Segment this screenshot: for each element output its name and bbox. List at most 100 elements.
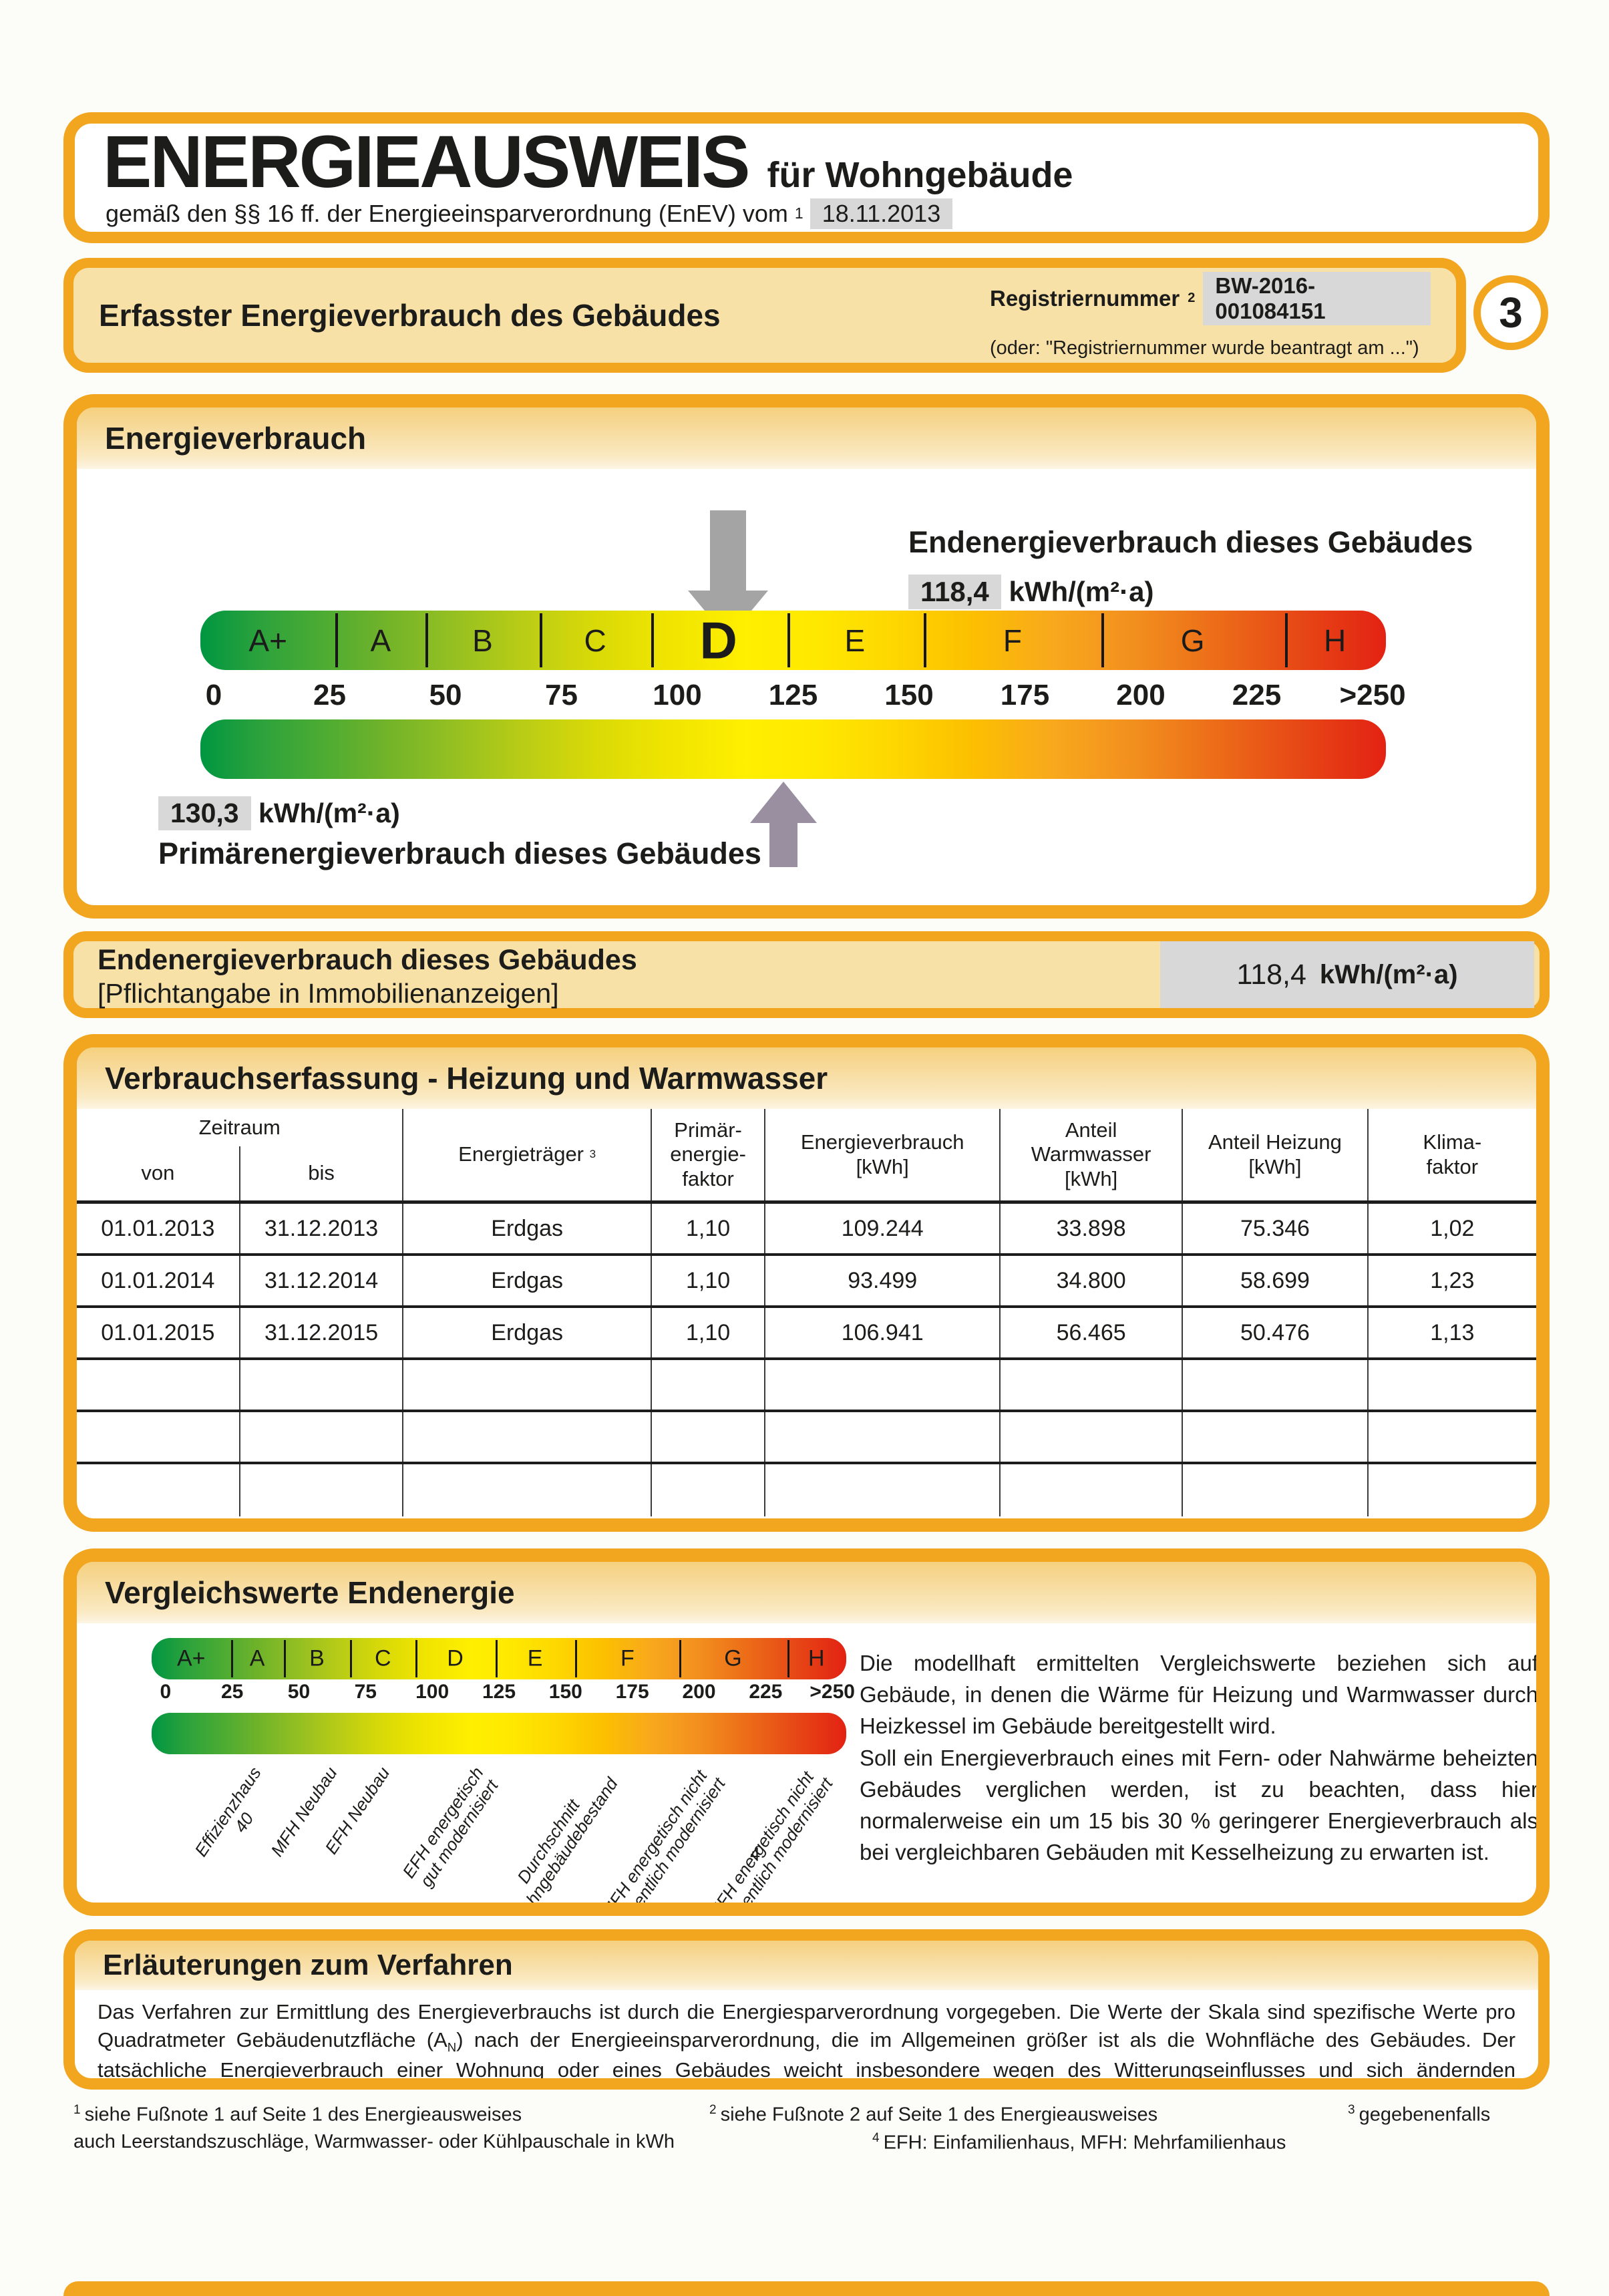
registration-row: Registriernummer 2 BW-2016-001084151	[990, 271, 1431, 325]
class-label-d: D	[447, 1645, 464, 1671]
axis-tick-label: 0	[160, 1681, 172, 1703]
footnotes: 1 siehe Fußnote 1 auf Seite 1 des Energie…	[73, 2103, 1551, 2164]
axis-tick-label: 50	[287, 1681, 311, 1703]
primary-energy-value: 130,3	[158, 796, 251, 830]
axis-tick-label: 225	[749, 1681, 783, 1703]
page-number: 3	[1499, 289, 1523, 337]
table-section-header: Verbrauchserfassung - Heizung und Warmwa…	[77, 1047, 1536, 1109]
scale-tick	[350, 1640, 353, 1677]
scale-tick	[1285, 613, 1288, 667]
law-footnote-ref: 1	[794, 204, 803, 222]
col-energietraeger-footnote-ref: 3	[589, 1148, 596, 1161]
comparison-paragraph-2: Soll ein Energieverbrauch eines mit Fern…	[860, 1745, 1538, 1865]
table-row-2014: 01.01.2014 31.12.2014 Erdgas 1,10 93.499…	[77, 1256, 1536, 1308]
recorded-consumption-title: Erfasster Energieverbrauch des Gebäudes	[99, 298, 721, 333]
class-label-b: B	[472, 623, 493, 658]
labels-footnote-ref: 4	[750, 1844, 761, 1864]
mandatory-value-panel: 118,4 kWh/(m²·a)	[1160, 941, 1534, 1008]
class-label-g: G	[1180, 623, 1205, 658]
class-label-c: C	[375, 1645, 391, 1671]
scale-tick	[230, 1640, 233, 1677]
cell-von: 01.01.2014	[77, 1256, 240, 1305]
axis-tick-label: 25	[313, 679, 346, 711]
axis-tick-label: 100	[653, 679, 702, 711]
ref-label-durchschnitt: Durchschnitt Wohngebäudebestand	[507, 1774, 622, 1916]
mandatory-label-block: Endenergieverbrauch dieses Gebäudes [Pfl…	[98, 944, 637, 1009]
mandatory-unit: kWh/(m²·a)	[1319, 959, 1458, 989]
final-energy-value-line: 118,4 kWh/(m²·a)	[908, 575, 1153, 609]
energy-consumption-section: Energieverbrauch Endenergieverbrauch die…	[63, 394, 1550, 919]
col-anteil-warmwasser: Anteil Warmwasser [kWh]	[1001, 1109, 1184, 1200]
primary-energy-label: Primärenergieverbrauch dieses Gebäudes	[158, 836, 761, 870]
cell-energietraeger: Erdgas	[403, 1256, 652, 1305]
class-label-g: G	[724, 1645, 742, 1671]
registration-label: Registriernummer	[990, 285, 1180, 311]
scale-tick	[1101, 613, 1104, 667]
table-row-2013: 01.01.2013 31.12.2013 Erdgas 1,10 109.24…	[77, 1204, 1536, 1256]
axis-tick-label: 150	[884, 679, 934, 711]
col-energietraeger: Energieträger 3	[403, 1109, 652, 1200]
cell-von: 01.01.2013	[77, 1204, 240, 1253]
class-label-h: H	[808, 1645, 825, 1671]
col-anteil-heizung: Anteil Heizung [kWh]	[1183, 1109, 1369, 1200]
mandatory-label-line2: [Pflichtangabe in Immobilienanzeigen]	[98, 978, 559, 1009]
cell-klima: 1,13	[1430, 1319, 1475, 1345]
document-title-suffix: für Wohngebäude	[767, 155, 1073, 195]
scale-tick	[575, 1640, 578, 1677]
cell-verbrauch: 109.244	[765, 1204, 1001, 1253]
table-section-title: Verbrauchserfassung - Heizung und Warmwa…	[105, 1061, 828, 1096]
explanation-section-header: Erläuterungen zum Verfahren	[75, 1941, 1538, 1990]
cell-verbrauch: 106.941	[765, 1308, 1001, 1357]
class-label-aplus: A+	[248, 623, 287, 658]
footnote-3: 3 gegebenenfalls	[1348, 2103, 1491, 2126]
axis-tick-label: >250	[1339, 679, 1406, 711]
footnote-1: 1 siehe Fußnote 1 auf Seite 1 des Energie…	[73, 2103, 522, 2126]
scale-tick	[425, 613, 429, 667]
class-label-e: E	[844, 623, 866, 658]
footnote-3-continued: auch Leerstandszuschläge, Warmwasser- od…	[73, 2131, 675, 2152]
registration-alt-text: (oder: "Registriernummer wurde beantragt…	[990, 337, 1419, 359]
mandatory-label-line1: Endenergieverbrauch dieses Gebäudes	[98, 944, 637, 976]
footnote-2: 2 siehe Fußnote 2 auf Seite 1 des Energie…	[709, 2103, 1158, 2126]
energy-section-title: Energieverbrauch	[105, 421, 367, 456]
enev-date: 18.11.2013	[810, 198, 953, 229]
col-energieverbrauch: Energieverbrauch [kWh]	[765, 1109, 1001, 1200]
class-label-e: E	[527, 1645, 543, 1671]
scale-tick	[495, 1640, 498, 1677]
axis-tick-label: 150	[548, 1681, 582, 1703]
title-row: ENERGIEAUSWEIS für Wohngebäude	[103, 126, 1510, 199]
primary-energy-scale-band	[200, 719, 1386, 779]
comparison-reference-labels: Effizienzhaus 40 MFH Neubau EFH Neubau E…	[152, 1758, 846, 1916]
ref-label-effizienzhaus40: Effizienzhaus 40	[190, 1763, 265, 1860]
comparison-explanatory-text: Die modellhaft ermittelten Vergleichswer…	[860, 1647, 1538, 1868]
registration-block: Registriernummer 2 BW-2016-001084151 (od…	[990, 271, 1431, 359]
cell-bis: 31.12.2014	[240, 1256, 404, 1305]
law-text: gemäß den §§ 16 ff. der Energieeinsparve…	[106, 199, 788, 227]
class-label-f: F	[620, 1645, 635, 1671]
cell-warmwasser: 34.800	[1001, 1256, 1184, 1305]
col-primaerfaktor: Primär- energie- faktor	[652, 1109, 766, 1200]
axis-tick-label: 0	[205, 679, 222, 711]
final-energy-value: 118,4	[908, 575, 1001, 609]
col-zeitraum-label: Zeitraum	[198, 1115, 281, 1139]
axis-tick-label: 125	[768, 679, 818, 711]
explanation-subscript: N	[447, 2040, 457, 2055]
consumption-table: Zeitraum von bis Energieträger 3 Primär-…	[77, 1109, 1536, 1518]
cell-faktor: 1,10	[652, 1204, 766, 1253]
cell-energietraeger: Erdgas	[403, 1204, 652, 1253]
explanation-text: Das Verfahren zur Ermittlung des Energie…	[75, 1990, 1538, 2078]
axis-tick-label: 225	[1232, 679, 1282, 711]
axis-tick-label: 75	[354, 1681, 377, 1703]
class-label-h: H	[1324, 623, 1347, 658]
axis-tick-label: 200	[1116, 679, 1166, 711]
comparison-gradient-band	[152, 1713, 846, 1754]
cell-bis: 31.12.2015	[240, 1308, 404, 1357]
primary-energy-up-arrow-icon	[750, 782, 817, 867]
energy-scale-area: Endenergieverbrauch dieses Gebäudes 118,…	[77, 469, 1536, 892]
comparison-scale-axis: 0 25 50 75 100 125 150 175 200 225 >250	[160, 1681, 855, 1710]
cell-energietraeger: Erdgas	[403, 1308, 652, 1357]
cell-faktor: 1,10	[652, 1308, 766, 1357]
title-box: ENERGIEAUSWEIS für Wohngebäude gemäß den…	[63, 112, 1550, 243]
energy-class-scale: A+ A B C D E F G H	[200, 611, 1386, 670]
